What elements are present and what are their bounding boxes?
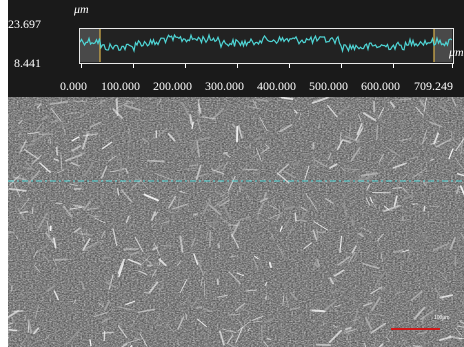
x-unit-label: μm — [449, 45, 464, 59]
x-tick-2 — [185, 64, 186, 68]
left-cursor-region — [80, 29, 100, 62]
x-tick-1 — [133, 64, 134, 68]
x-tick-label-0: 0.000 — [60, 79, 87, 93]
x-tick-label-4: 400.000 — [257, 79, 296, 93]
measurement-view: μm 23.697 8.441 μm 0.000 100.000 200.000… — [8, 0, 464, 347]
x-tick-7 — [452, 64, 453, 68]
height-profile-trace — [79, 33, 453, 54]
x-tick-label-7: 709.249 — [414, 79, 453, 93]
scale-bar-label: 100μm — [434, 315, 450, 321]
x-tick-label-1: 100.000 — [101, 79, 140, 93]
y-unit-label: μm — [74, 2, 89, 16]
x-tick-label-6: 600.000 — [361, 79, 400, 93]
profile-header: μm 23.697 8.441 μm 0.000 100.000 200.000… — [8, 0, 464, 97]
x-tick-3 — [237, 64, 238, 68]
x-tick-label-5: 500.000 — [309, 79, 348, 93]
x-tick-label-2: 200.000 — [153, 79, 192, 93]
profile-graph — [79, 28, 454, 64]
x-tick-0 — [81, 64, 82, 68]
x-tick-4 — [289, 64, 290, 68]
y-min-label: 8.441 — [14, 56, 41, 70]
profile-line-plot — [79, 29, 453, 62]
x-tick-5 — [341, 64, 342, 68]
surface-micrograph — [8, 96, 464, 347]
right-cursor-region — [434, 29, 452, 62]
micrograph-texture — [8, 96, 464, 347]
y-max-label: 23.697 — [8, 17, 41, 31]
x-tick-6 — [393, 64, 394, 68]
x-tick-label-3: 300.000 — [205, 79, 244, 93]
